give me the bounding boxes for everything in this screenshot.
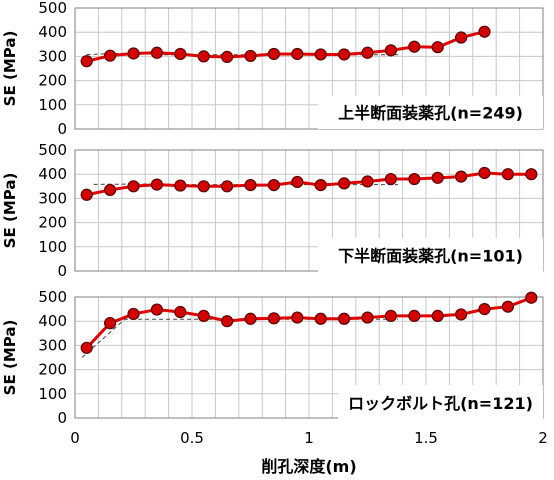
panel-3: 0 100 200 300 400 500 SE (MPa) ロックボルト孔(n=121) <box>1 288 544 427</box>
data-point <box>80 188 93 201</box>
x-tick-label: 1 <box>304 429 314 447</box>
data-point <box>455 308 468 321</box>
data-point <box>197 50 210 63</box>
data-point <box>291 175 304 189</box>
y-axis-label: SE (MPa) <box>1 31 19 107</box>
y-tick-label: 400 <box>38 312 67 330</box>
data-point <box>408 309 421 322</box>
panel-1: 0 100 200 300 400 500 SE (MPa) 上半断面装薬孔(n=249) <box>1 0 544 138</box>
data-point <box>314 178 327 192</box>
data-point <box>174 47 187 61</box>
data-point <box>244 312 257 325</box>
data-point <box>314 48 327 61</box>
data-point <box>221 315 234 328</box>
panel-title: 上半断面装薬孔(n=249) <box>338 104 523 123</box>
data-point <box>150 46 163 59</box>
data-point <box>478 25 491 38</box>
data-point <box>338 48 351 61</box>
x-tick-label: 0.5 <box>180 429 204 447</box>
data-point <box>478 303 491 316</box>
panel-title-box <box>318 96 543 129</box>
data-point <box>80 55 93 68</box>
y-tick-label: 300 <box>38 189 67 207</box>
y-tick-label: 300 <box>38 336 67 354</box>
data-point <box>127 47 140 60</box>
y-tick-label: 200 <box>38 214 67 232</box>
data-point <box>384 172 397 186</box>
data-point <box>455 31 468 44</box>
data-point <box>501 168 514 181</box>
data-point <box>525 168 538 181</box>
data-point <box>221 180 234 193</box>
y-axis-label: SE (MPa) <box>1 173 19 249</box>
data-point <box>338 177 351 190</box>
data-point <box>384 309 397 322</box>
data-point <box>197 180 210 193</box>
panel-title: ロックボルト孔(n=121) <box>348 394 533 413</box>
data-point <box>174 305 187 319</box>
data-point <box>150 178 163 191</box>
data-point <box>267 312 280 325</box>
data-point <box>127 180 140 193</box>
data-point <box>431 309 444 322</box>
y-tick-label: 500 <box>38 141 67 159</box>
data-point <box>244 49 257 63</box>
data-point <box>361 311 374 324</box>
plot-frame <box>74 7 544 130</box>
data-point <box>361 46 374 59</box>
x-tick-label: 1.5 <box>414 429 438 447</box>
data-point <box>127 307 140 321</box>
data-point <box>384 44 397 57</box>
data-point <box>408 40 421 53</box>
panel-2: 0 100 200 300 400 500 SE (MPa) 下半断面装薬孔(n=101) <box>1 141 544 280</box>
data-point <box>197 309 210 322</box>
y-axis-label: SE (MPa) <box>1 320 19 396</box>
data-point <box>291 47 304 61</box>
y-tick-label: 300 <box>38 47 67 65</box>
y-tick-label: 400 <box>38 23 67 41</box>
y-tick-label: 100 <box>38 385 67 403</box>
panel-title-box <box>318 238 543 273</box>
data-point <box>361 175 374 188</box>
data-point <box>103 183 117 197</box>
x-axis-label: 削孔深度(m) <box>261 457 356 476</box>
panel-title: 下半断面装薬孔(n=101) <box>338 247 523 266</box>
data-point <box>314 312 327 325</box>
y-tick-label: 400 <box>38 165 67 183</box>
y-tick-label: 0 <box>57 262 67 280</box>
data-point <box>267 47 280 61</box>
y-tick-label: 0 <box>57 409 67 427</box>
data-point <box>244 178 257 192</box>
y-tick-label: 100 <box>38 238 67 256</box>
data-point <box>455 170 468 183</box>
y-tick-label: 200 <box>38 72 67 90</box>
data-point <box>291 311 304 324</box>
y-tick-label: 200 <box>38 361 67 379</box>
data-point <box>103 317 117 330</box>
plot-frame <box>74 149 544 272</box>
data-point <box>221 50 234 63</box>
y-tick-label: 500 <box>38 0 67 17</box>
data-point <box>408 172 421 186</box>
data-point <box>267 178 280 192</box>
data-point <box>80 341 93 354</box>
data-point <box>478 166 491 180</box>
x-tick-label: 0 <box>70 429 80 447</box>
data-point <box>525 291 538 304</box>
x-tick-label: 2 <box>538 429 548 447</box>
data-point <box>501 300 514 313</box>
data-point <box>174 179 187 192</box>
y-tick-label: 500 <box>38 288 67 306</box>
data-point <box>431 171 444 184</box>
data-point <box>150 303 163 316</box>
y-tick-label: 0 <box>57 120 67 138</box>
y-tick-label: 100 <box>38 96 67 114</box>
plot-frame <box>74 296 544 419</box>
panel-title-box <box>338 385 543 421</box>
data-point <box>338 312 351 325</box>
data-point <box>103 49 117 62</box>
data-point <box>431 41 444 54</box>
